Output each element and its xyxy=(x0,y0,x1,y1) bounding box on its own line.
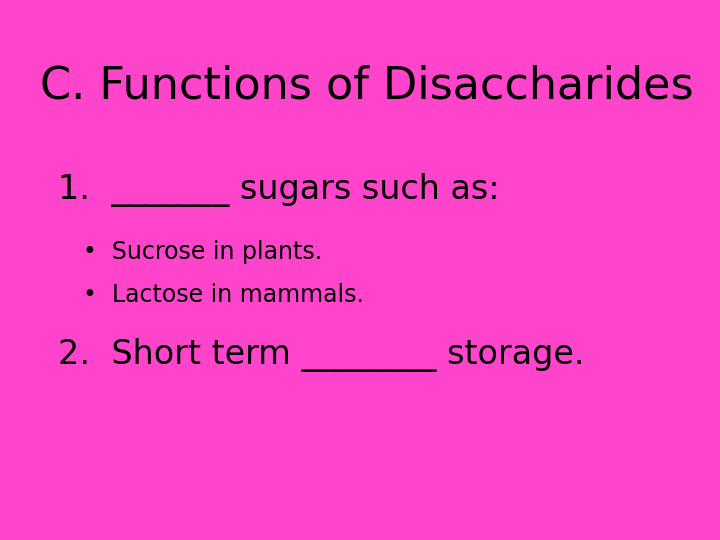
Text: 1.  _______ sugars such as:: 1. _______ sugars such as: xyxy=(58,173,499,207)
Text: 2.  Short term ________ storage.: 2. Short term ________ storage. xyxy=(58,338,584,372)
Text: C. Functions of Disaccharides: C. Functions of Disaccharides xyxy=(40,65,693,108)
Text: •  Sucrose in plants.: • Sucrose in plants. xyxy=(83,240,322,264)
Text: •  Lactose in mammals.: • Lactose in mammals. xyxy=(83,284,364,307)
